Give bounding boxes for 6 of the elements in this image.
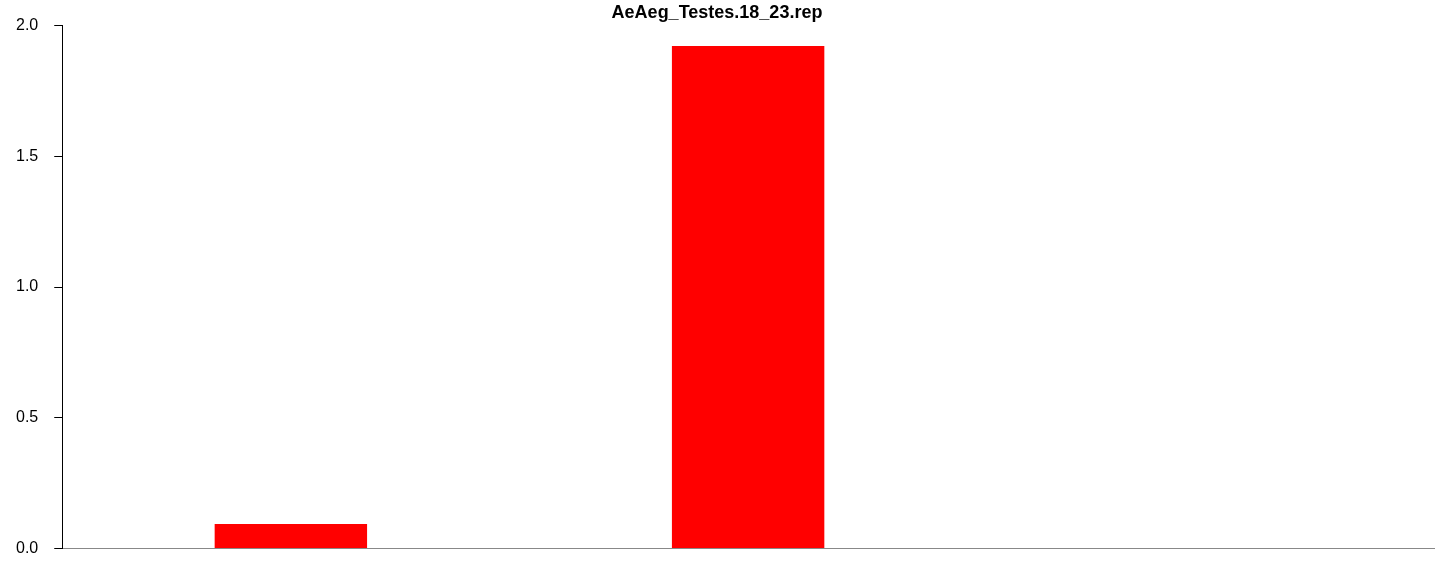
y-tick-label: 1.0 [15,277,39,295]
y-tick-label: 1.5 [15,146,39,164]
chart-title: AeAeg_Testes.18_23.rep [611,1,823,22]
y-tick-label: 0.5 [15,408,39,426]
y-tick-label: 2.0 [15,16,39,34]
y-tick-label: 0.0 [15,538,39,556]
